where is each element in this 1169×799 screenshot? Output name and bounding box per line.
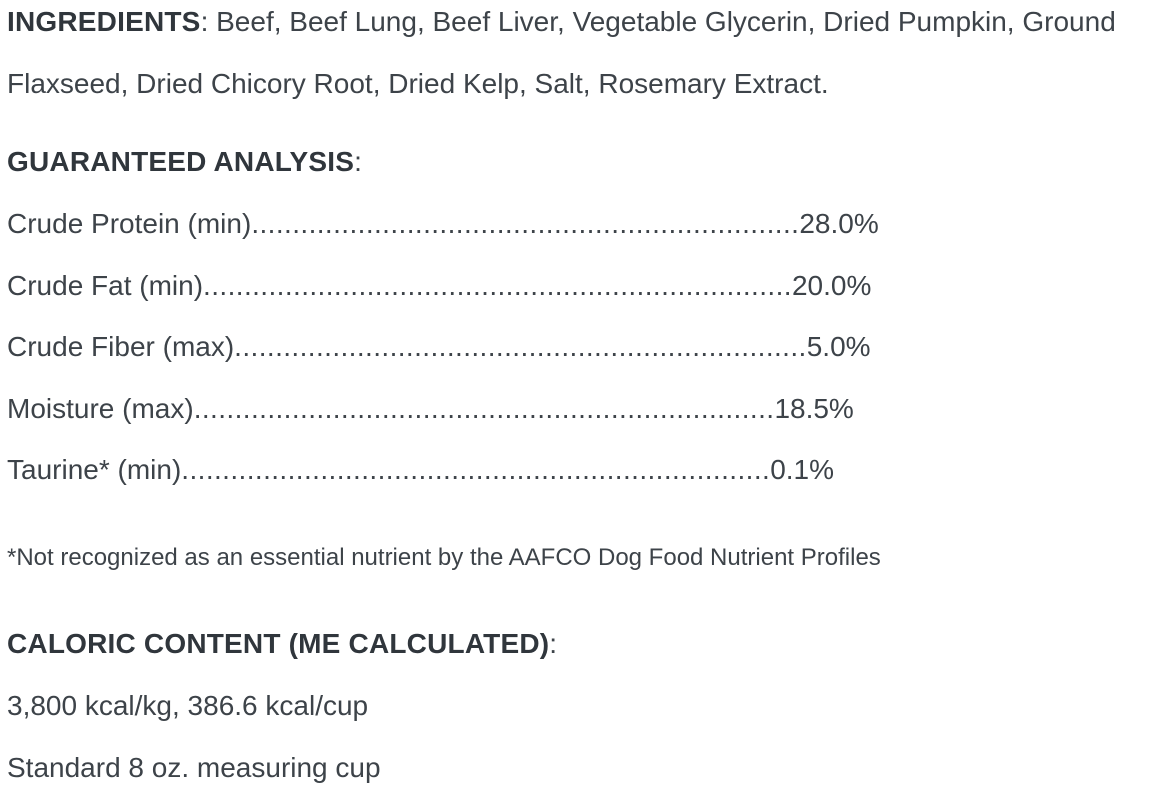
ga-row-value: 5.0% — [806, 331, 871, 362]
ga-row-value: 28.0% — [799, 208, 879, 239]
ingredients-heading: INGREDIENTS — [7, 6, 201, 37]
ga-row-moisture: Moisture (max)..........................… — [7, 378, 1159, 440]
ga-row-value: 18.5% — [774, 392, 854, 424]
ingredients-list: Beef, Beef Lung, Beef Liver, Vegetable G… — [7, 6, 1116, 99]
caloric-cup-line: Standard 8 oz. measuring cup — [7, 751, 381, 783]
ga-row-label: Crude Protein (min) — [7, 208, 252, 239]
caloric-energy-line: 3,800 kcal/kg, 386.6 kcal/cup — [7, 689, 369, 721]
ga-row-crude-protein: Crude Protein (min).....................… — [7, 193, 1159, 255]
dotted-leader: ........................................… — [234, 331, 807, 362]
dotted-leader: ........................................… — [251, 208, 800, 239]
dotted-leader: ........................................… — [193, 392, 775, 424]
ga-row-label: Taurine* (min) — [7, 454, 182, 485]
guaranteed-analysis-colon: : — [354, 146, 363, 177]
ga-row-crude-fiber: Crude Fiber (max).......................… — [7, 316, 1159, 378]
caloric-content-heading-text: CALORIC CONTENT (ME CALCULATED) — [7, 627, 550, 659]
ga-row-crude-fat: Crude Fat (min).........................… — [7, 255, 1159, 317]
guaranteed-analysis-heading: GUARANTEED ANALYSIS: — [7, 131, 1159, 193]
ga-row-value: 20.0% — [791, 269, 872, 301]
aafco-footnote: *Not recognized as an essential nutrient… — [7, 543, 881, 571]
dotted-leader: ........................................… — [181, 454, 771, 485]
ingredients-colon: : — [200, 6, 209, 37]
ga-row-label: Crude Fiber (max) — [7, 331, 235, 362]
caloric-content-colon: : — [549, 627, 558, 659]
ga-row-value: 0.1% — [770, 454, 835, 485]
dotted-leader: ........................................… — [203, 269, 792, 301]
ga-row-taurine: Taurine* (min)..........................… — [7, 439, 1159, 501]
caloric-content-heading: CALORIC CONTENT (ME CALCULATED): — [7, 613, 1159, 675]
ga-row-label: Crude Fat (min) — [7, 269, 204, 301]
guaranteed-analysis-heading-text: GUARANTEED ANALYSIS — [7, 146, 355, 177]
ga-row-label: Moisture (max) — [7, 392, 194, 424]
ingredients-paragraph: INGREDIENTS: Beef, Beef Lung, Beef Liver… — [7, 0, 1159, 115]
